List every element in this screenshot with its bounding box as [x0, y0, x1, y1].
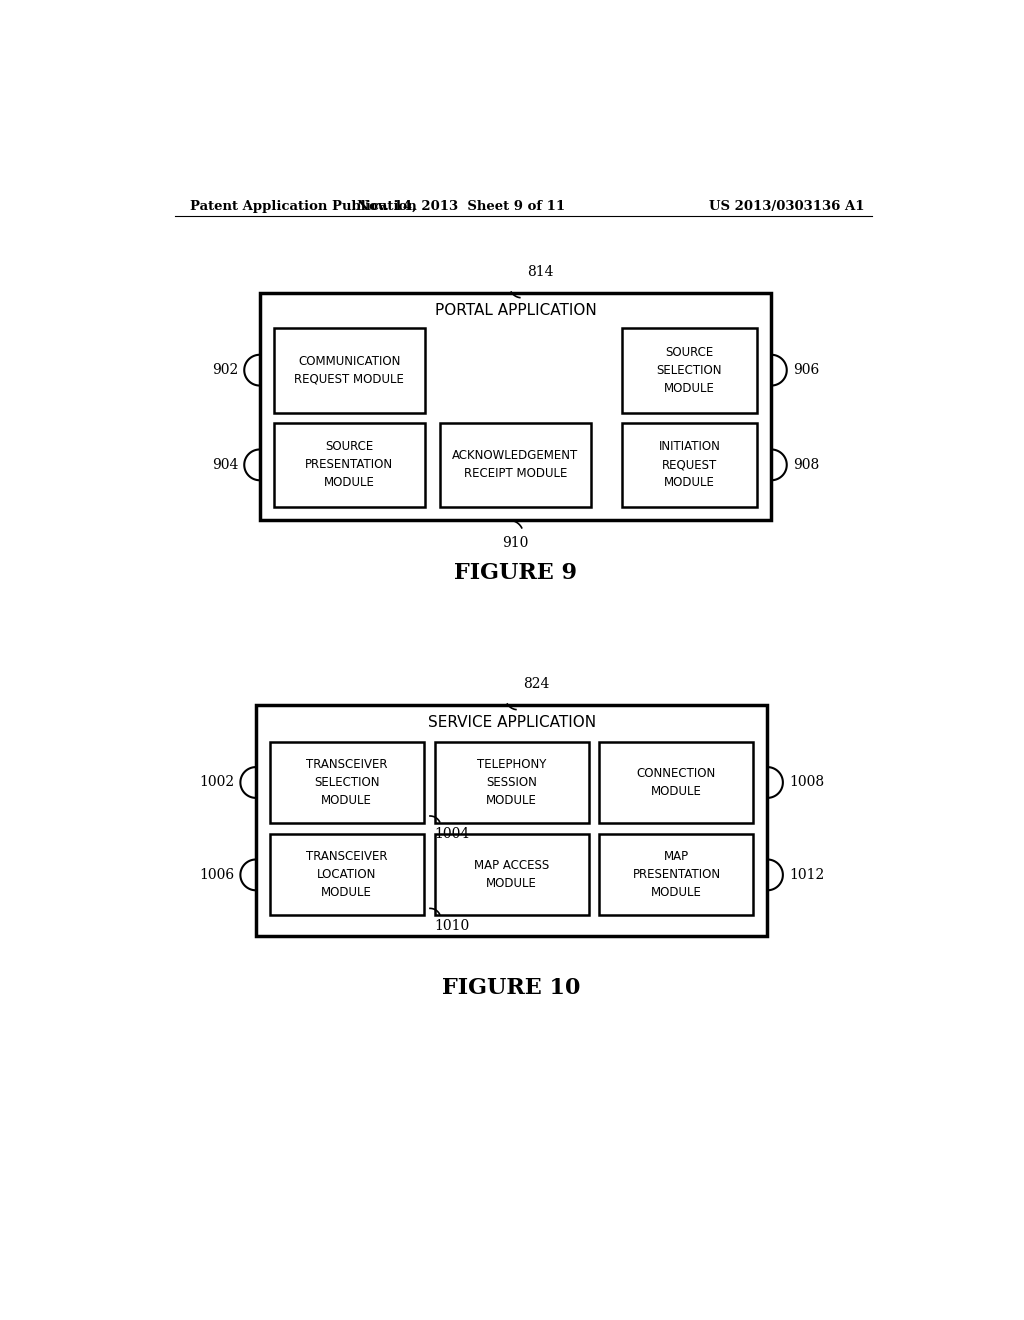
Text: COMMUNICATION
REQUEST MODULE: COMMUNICATION REQUEST MODULE: [294, 355, 404, 385]
Bar: [440, 422, 591, 507]
Text: 1006: 1006: [199, 867, 234, 882]
Text: FIGURE 10: FIGURE 10: [442, 977, 581, 999]
Bar: [273, 422, 425, 507]
Text: TRANSCEIVER
SELECTION
MODULE: TRANSCEIVER SELECTION MODULE: [306, 758, 387, 807]
Text: SERVICE APPLICATION: SERVICE APPLICATION: [428, 714, 596, 730]
Text: 906: 906: [793, 363, 819, 378]
Text: FIGURE 9: FIGURE 9: [454, 562, 577, 583]
Bar: [270, 742, 424, 822]
Bar: [256, 705, 767, 936]
Bar: [260, 293, 771, 520]
Bar: [599, 834, 754, 915]
Text: Nov. 14, 2013  Sheet 9 of 11: Nov. 14, 2013 Sheet 9 of 11: [357, 199, 565, 213]
Text: 902: 902: [212, 363, 238, 378]
Bar: [434, 742, 589, 822]
Text: INITIATION
REQUEST
MODULE: INITIATION REQUEST MODULE: [658, 441, 721, 490]
Text: 1010: 1010: [434, 919, 470, 933]
Text: 908: 908: [793, 458, 819, 471]
Text: MAP
PRESENTATION
MODULE: MAP PRESENTATION MODULE: [633, 850, 721, 899]
Text: PORTAL APPLICATION: PORTAL APPLICATION: [434, 302, 596, 318]
Text: 824: 824: [523, 677, 550, 690]
Text: Patent Application Publication: Patent Application Publication: [190, 199, 417, 213]
Text: MAP ACCESS
MODULE: MAP ACCESS MODULE: [474, 859, 549, 891]
Text: TELEPHONY
SESSION
MODULE: TELEPHONY SESSION MODULE: [477, 758, 547, 807]
Bar: [273, 327, 425, 412]
Bar: [622, 422, 758, 507]
Text: CONNECTION
MODULE: CONNECTION MODULE: [637, 767, 716, 799]
Bar: [434, 834, 589, 915]
Text: US 2013/0303136 A1: US 2013/0303136 A1: [709, 199, 864, 213]
Text: 1002: 1002: [199, 775, 234, 789]
Text: TRANSCEIVER
LOCATION
MODULE: TRANSCEIVER LOCATION MODULE: [306, 850, 387, 899]
Text: SOURCE
PRESENTATION
MODULE: SOURCE PRESENTATION MODULE: [305, 441, 393, 490]
Bar: [599, 742, 754, 822]
Text: 814: 814: [527, 264, 554, 279]
Bar: [270, 834, 424, 915]
Text: 1004: 1004: [434, 826, 470, 841]
Text: ACKNOWLEDGEMENT
RECEIPT MODULE: ACKNOWLEDGEMENT RECEIPT MODULE: [453, 449, 579, 480]
Text: SOURCE
SELECTION
MODULE: SOURCE SELECTION MODULE: [656, 346, 722, 395]
Text: 904: 904: [212, 458, 238, 471]
Text: 1008: 1008: [790, 775, 824, 789]
Text: 910: 910: [503, 536, 528, 550]
Text: 1012: 1012: [790, 867, 824, 882]
Bar: [622, 327, 758, 412]
